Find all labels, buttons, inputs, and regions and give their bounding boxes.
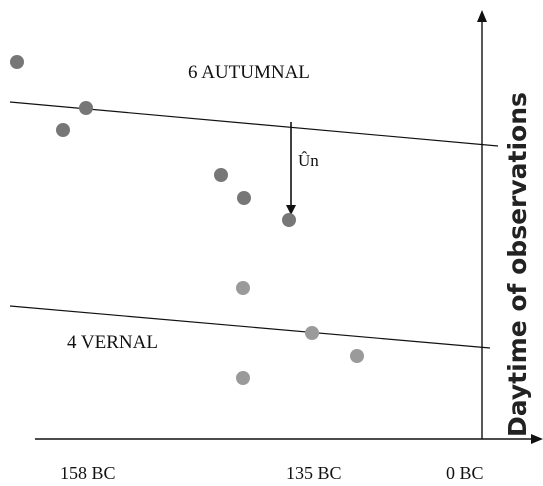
observation-dot <box>282 213 296 227</box>
x-axis-arrowhead <box>531 434 543 444</box>
observation-dot <box>10 55 24 69</box>
x-tick-135bc: 135 BC <box>286 463 342 483</box>
observation-dot <box>236 371 250 385</box>
vernal-line <box>9 305 491 349</box>
observation-dot <box>237 191 251 205</box>
observation-dot <box>305 326 319 340</box>
y-axis-arrowhead <box>477 10 487 22</box>
y-axis-label: Daytime of observations <box>503 92 532 437</box>
observation-dot <box>56 123 70 137</box>
vernal-label: 4 VERNAL <box>67 332 158 353</box>
observation-dot <box>214 168 228 182</box>
observation-dot <box>350 349 364 363</box>
shift-label: Ûn <box>298 151 319 170</box>
x-tick-0bc: 0 BC <box>446 463 484 483</box>
observation-dot <box>79 101 93 115</box>
observation-dot <box>236 281 250 295</box>
autumnal-label: 6 AUTUMNAL <box>188 62 310 83</box>
x-tick-158bc: 158 BC <box>60 463 116 483</box>
